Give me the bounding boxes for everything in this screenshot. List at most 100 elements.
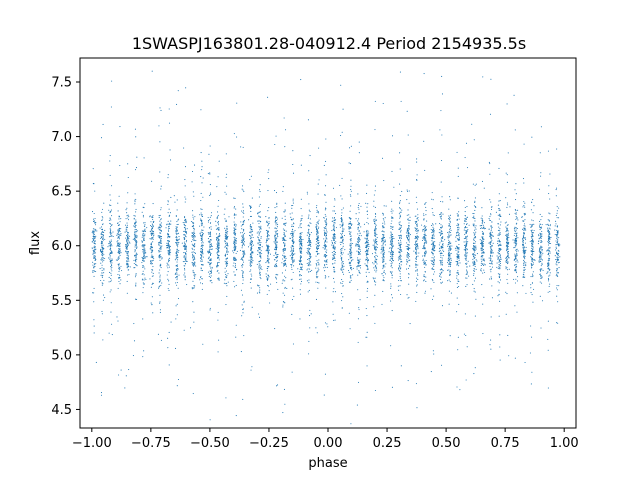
data-point <box>258 251 260 253</box>
data-point <box>381 241 383 243</box>
data-point <box>450 257 452 259</box>
data-point <box>110 302 112 304</box>
data-point <box>93 234 95 236</box>
data-point <box>318 244 320 246</box>
data-point <box>284 244 286 246</box>
data-point <box>158 256 160 258</box>
data-point <box>191 170 194 173</box>
data-point <box>416 291 418 294</box>
data-point <box>168 331 170 333</box>
data-point <box>258 263 260 265</box>
data-point <box>366 331 368 333</box>
data-point <box>285 263 287 265</box>
data-point <box>406 110 408 112</box>
data-point <box>282 190 284 192</box>
data-point <box>267 234 269 236</box>
data-point <box>341 267 343 269</box>
data-point <box>276 230 278 232</box>
data-point <box>219 235 221 237</box>
data-point <box>118 233 120 235</box>
data-point <box>174 273 176 275</box>
data-point <box>374 185 377 187</box>
data-point <box>103 259 105 261</box>
data-point <box>276 202 278 204</box>
data-point <box>440 251 442 253</box>
data-point <box>209 251 211 253</box>
data-point <box>233 133 235 135</box>
data-point <box>192 235 194 237</box>
data-point <box>250 247 252 249</box>
data-point <box>243 243 245 245</box>
data-point <box>258 196 260 198</box>
data-point <box>257 243 259 245</box>
data-point <box>457 270 459 272</box>
data-point <box>456 235 458 237</box>
data-point <box>170 251 172 253</box>
data-point <box>126 251 128 253</box>
data-point <box>143 260 146 262</box>
data-point <box>267 285 270 287</box>
data-point <box>291 207 293 209</box>
data-point <box>323 164 325 166</box>
data-point <box>101 282 103 284</box>
data-point <box>334 260 336 262</box>
data-point <box>120 233 122 235</box>
data-point <box>449 254 451 256</box>
data-point <box>318 253 320 255</box>
data-point <box>274 259 276 261</box>
data-point <box>177 246 179 248</box>
data-point <box>102 339 104 341</box>
data-point <box>256 263 258 265</box>
data-point <box>120 218 122 220</box>
data-point <box>392 226 394 228</box>
data-point <box>108 209 110 211</box>
data-point <box>267 250 269 252</box>
data-point <box>110 244 112 246</box>
data-point <box>285 277 287 279</box>
data-point <box>300 283 302 285</box>
data-point <box>168 244 170 246</box>
data-point <box>100 137 103 139</box>
data-point <box>383 233 385 236</box>
data-point <box>400 264 402 266</box>
data-point <box>185 258 187 260</box>
data-point <box>176 223 178 226</box>
data-point <box>92 241 94 243</box>
data-point <box>201 270 204 272</box>
data-point <box>142 246 144 248</box>
data-point <box>103 269 105 271</box>
data-point <box>117 231 119 233</box>
data-point <box>283 263 286 265</box>
data-point <box>102 233 104 236</box>
data-point <box>275 276 277 278</box>
data-point <box>111 262 113 264</box>
data-point <box>168 227 170 229</box>
data-point <box>201 214 203 216</box>
data-point <box>110 239 112 241</box>
data-point <box>217 262 219 264</box>
data-point <box>374 190 376 192</box>
data-point <box>366 365 368 367</box>
data-point <box>141 245 143 247</box>
data-point <box>441 269 443 271</box>
data-point <box>100 274 102 276</box>
data-point <box>208 275 210 278</box>
data-point <box>291 255 293 257</box>
data-point <box>399 266 401 268</box>
data-point <box>316 273 318 275</box>
data-point <box>323 394 325 396</box>
data-point <box>391 238 393 240</box>
data-point <box>334 291 336 293</box>
data-point <box>339 241 341 243</box>
data-point <box>243 255 245 257</box>
data-point <box>302 239 304 241</box>
data-point <box>413 250 415 252</box>
data-point <box>184 226 186 228</box>
data-point <box>257 249 259 251</box>
data-point <box>110 277 112 280</box>
data-point <box>447 236 449 238</box>
data-point <box>365 271 367 273</box>
data-point <box>317 183 319 185</box>
data-point <box>457 336 459 338</box>
data-point <box>282 186 284 188</box>
